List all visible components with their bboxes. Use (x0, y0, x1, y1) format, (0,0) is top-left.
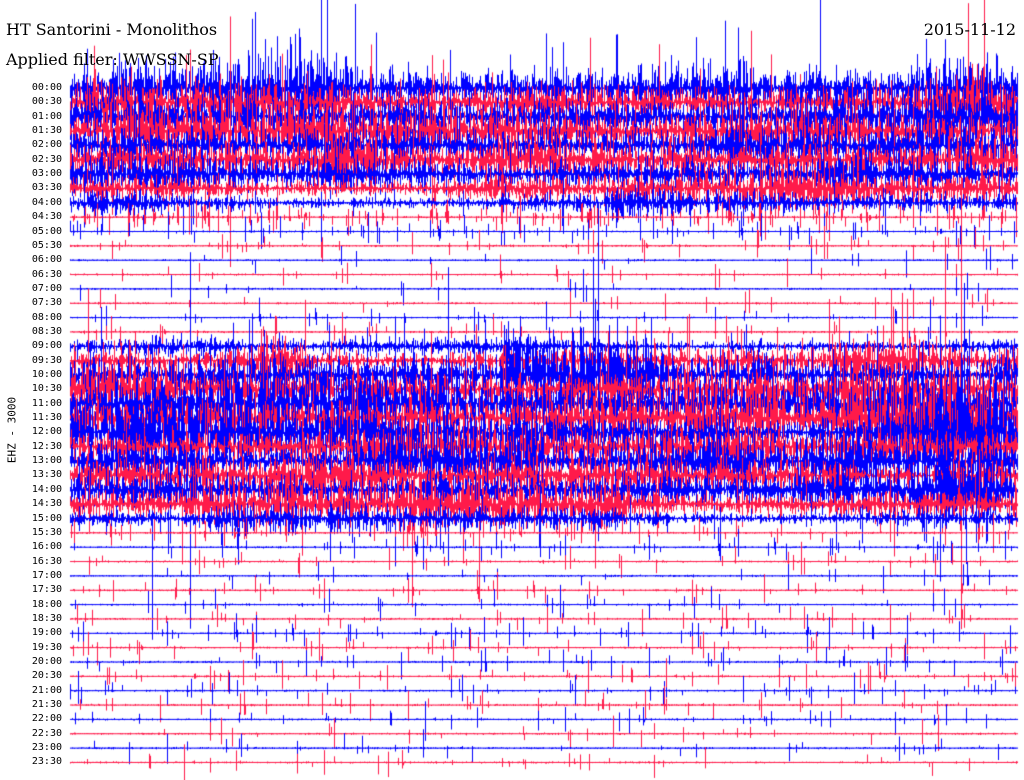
time-label: 09:00 (31, 340, 62, 352)
time-label: 22:30 (31, 727, 62, 739)
time-label: 03:30 (31, 182, 62, 194)
time-label: 05:00 (31, 225, 62, 237)
time-label: 05:30 (31, 239, 62, 251)
time-label: 23:30 (31, 756, 62, 768)
station-title: HT Santorini - Monolithos (6, 20, 218, 39)
time-label: 08:00 (31, 311, 62, 323)
time-label: 20:30 (31, 670, 62, 682)
time-label: 17:00 (31, 569, 62, 581)
time-label: 10:00 (31, 369, 62, 380)
time-label: 03:00 (31, 168, 62, 180)
time-label: 16:30 (31, 555, 62, 567)
time-label: 21:30 (31, 699, 62, 711)
time-label: 06:00 (31, 254, 62, 266)
time-label: 00:00 (31, 82, 62, 93)
time-label: 07:30 (31, 297, 62, 309)
time-label: 00:30 (31, 96, 62, 108)
time-label: 06:30 (31, 268, 62, 280)
time-label: 11:00 (31, 397, 62, 409)
time-label: 02:00 (31, 139, 62, 151)
time-label: 07:00 (31, 282, 62, 294)
time-label: 10:30 (31, 383, 62, 395)
time-label: 12:30 (31, 440, 62, 452)
time-label: 14:00 (31, 483, 62, 495)
time-label: 18:30 (31, 612, 62, 624)
time-label: 12:00 (31, 426, 62, 438)
time-label: 14:30 (31, 498, 62, 510)
time-label: 16:00 (31, 541, 62, 553)
time-label: 01:00 (31, 110, 62, 122)
date-label: 2015-11-12 (923, 20, 1016, 39)
time-label: 13:30 (31, 469, 62, 481)
time-label: 15:00 (31, 512, 62, 524)
time-label: 20:00 (31, 656, 62, 667)
time-label: 19:30 (31, 641, 62, 653)
time-label: 22:00 (31, 713, 62, 725)
time-label: 04:30 (31, 211, 62, 223)
time-label: 13:00 (31, 455, 62, 467)
time-label: 02:30 (31, 153, 62, 165)
time-label: 18:00 (31, 598, 62, 610)
time-label: 04:00 (31, 196, 62, 208)
time-label: 09:30 (31, 354, 62, 366)
time-label: 23:00 (31, 742, 62, 754)
time-label: 15:30 (31, 526, 62, 538)
time-label: 21:00 (31, 684, 62, 696)
time-label: 01:30 (31, 125, 62, 137)
time-label: 17:30 (31, 584, 62, 596)
filter-label: Applied filter: WWSSN-SP (6, 50, 219, 69)
time-label: 11:30 (31, 412, 62, 424)
time-label: 08:30 (31, 325, 62, 337)
time-label: 19:00 (31, 627, 62, 639)
